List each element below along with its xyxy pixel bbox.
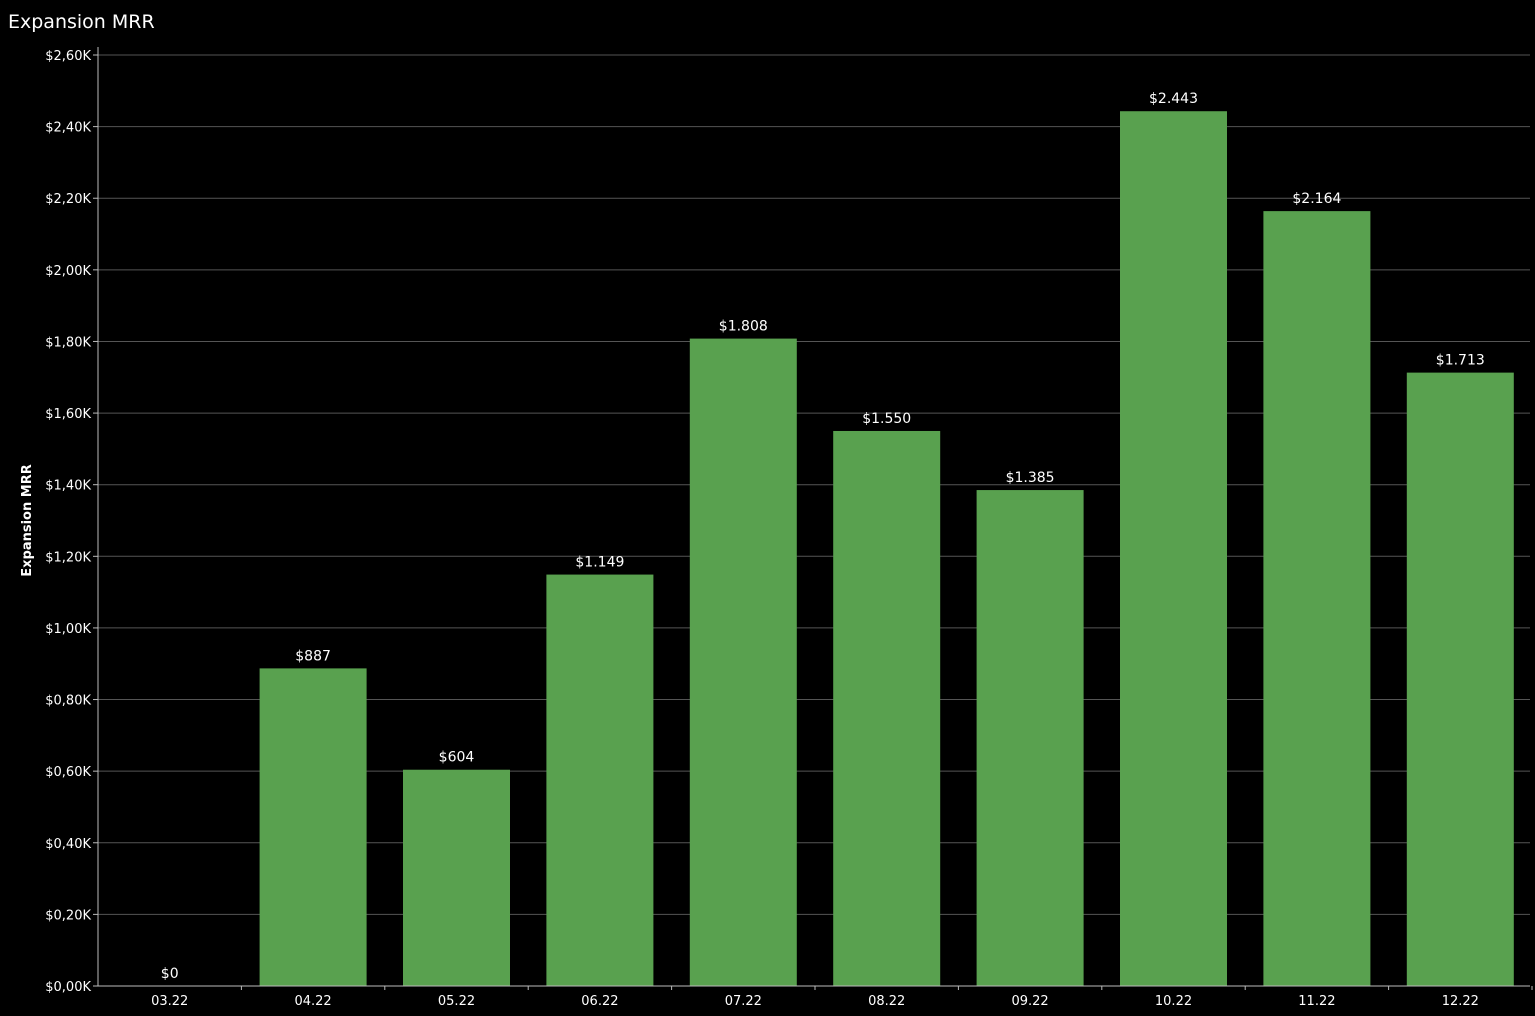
data-label: $2.164 [1292, 191, 1341, 207]
x-tick-label: 09.22 [1011, 994, 1048, 1009]
data-label: $1.808 [719, 319, 768, 335]
x-tick-label: 06.22 [581, 994, 618, 1009]
bar[interactable] [976, 490, 1084, 986]
x-tick-label: 03.22 [151, 994, 188, 1009]
bar[interactable] [1263, 211, 1371, 987]
bars [259, 111, 1514, 987]
data-label: $0 [161, 966, 179, 982]
bar[interactable] [689, 338, 797, 986]
x-tick-label: 10.22 [1155, 994, 1192, 1009]
data-labels: $0 $887 $604 $1.149 $1.808 $1.550 $1.385 $2.443… [161, 91, 1485, 982]
data-label: $887 [295, 648, 331, 664]
x-tick-label: 07.22 [725, 994, 762, 1009]
x-axis-tick-labels: 03.22 04.22 05.22 06.22 07.22 08.22 09.22 10.22… [151, 994, 1479, 1009]
data-label: $2.443 [1149, 91, 1198, 107]
chart-title: Expansion MRR [8, 11, 155, 33]
y-tick-label: $0,80K [45, 694, 91, 709]
bar[interactable] [833, 430, 941, 986]
data-label: $1.713 [1436, 353, 1485, 369]
y-tick-label: $0,00K [45, 980, 91, 995]
data-label: $1.550 [862, 411, 911, 427]
y-tick-label: $2,20K [45, 192, 91, 207]
y-axis-title: Expansion MRR [20, 464, 35, 576]
x-tick-label: 04.22 [294, 994, 331, 1009]
y-tick-label: $0,40K [45, 837, 91, 852]
data-label: $1.149 [575, 555, 624, 571]
bar[interactable] [1120, 111, 1227, 986]
y-tick-label: $0,60K [45, 765, 91, 780]
data-label: $604 [439, 750, 475, 766]
x-tick-label: 12.22 [1442, 994, 1479, 1009]
y-tick-label: $0,20K [45, 908, 91, 923]
y-tick-label: $1,40K [45, 479, 91, 494]
y-tick-label: $1,60K [45, 407, 91, 422]
bar[interactable] [259, 668, 367, 986]
bar[interactable] [403, 769, 510, 986]
y-tick-label: $1,80K [45, 335, 91, 350]
y-tick-label: $2,40K [45, 121, 91, 136]
y-axis-tick-labels: $0,00K $0,20K $0,40K $0,60K $0,80K $1,00K $1,2… [45, 49, 91, 995]
y-tick-label: $1,20K [45, 550, 91, 565]
x-tick-label: 08.22 [868, 994, 905, 1009]
x-tick-label: 11.22 [1298, 994, 1335, 1009]
x-tick-label: 05.22 [438, 994, 475, 1009]
axes [93, 47, 1533, 990]
bar[interactable] [546, 574, 654, 986]
bar[interactable] [1406, 372, 1514, 986]
y-tick-label: $2,00K [45, 264, 91, 279]
data-label: $1.385 [1006, 470, 1055, 486]
y-tick-label: $2,60K [45, 49, 91, 64]
y-tick-label: $1,00K [45, 622, 91, 637]
